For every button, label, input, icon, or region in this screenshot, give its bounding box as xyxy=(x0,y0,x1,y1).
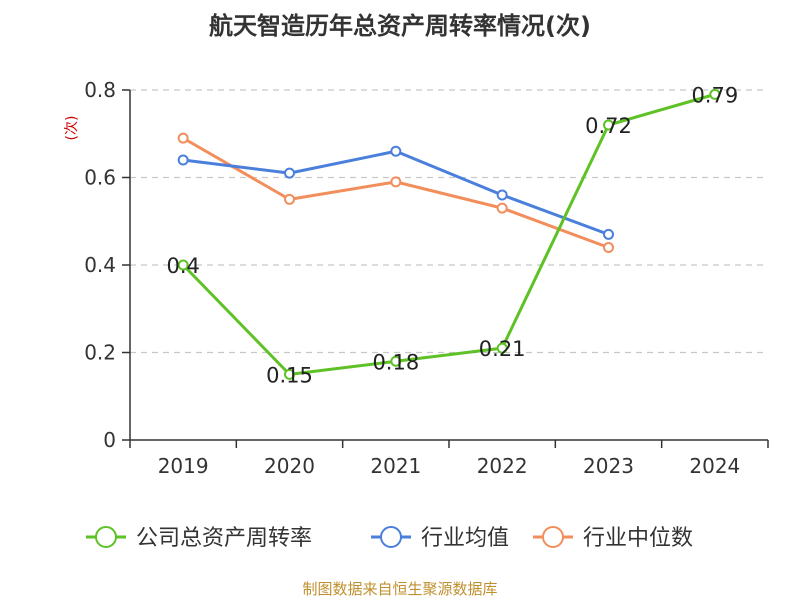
legend-label: 行业均值 xyxy=(421,526,509,551)
chart-title: 航天智造历年总资产周转率情况(次) xyxy=(209,12,591,40)
data-labels: 0.4 0.15 0.18 0.21 0.72 0.79 xyxy=(166,83,738,387)
legend: 公司总资产周转率 行业均值 行业中位数 xyxy=(86,526,693,551)
x-tick-label: 2022 xyxy=(477,454,528,478)
data-point xyxy=(284,368,295,380)
source-note: 制图数据来自恒生聚源数据库 xyxy=(302,580,498,598)
data-label: 0.79 xyxy=(691,83,738,107)
legend-item[interactable]: 行业均值 xyxy=(371,526,509,551)
data-point xyxy=(390,145,402,157)
x-tick-label: 2021 xyxy=(370,454,421,478)
data-point xyxy=(603,228,614,240)
data-point xyxy=(177,132,189,144)
legend-swatch-marker xyxy=(95,526,117,548)
data-label: 0.21 xyxy=(479,337,526,361)
x-tick-label: 2024 xyxy=(689,454,740,478)
axes: 0 0.2 0.4 0.6 0.8 2019 2020 2021 2022 2023 2024 xyxy=(84,78,769,478)
series-line xyxy=(182,149,610,236)
data-point xyxy=(390,176,402,188)
y-axis-unit: (次) xyxy=(64,116,80,141)
grid-lines xyxy=(130,89,768,354)
data-point xyxy=(709,88,721,100)
data-label: 0.15 xyxy=(266,363,313,387)
data-point xyxy=(603,119,614,131)
data-point xyxy=(177,154,189,166)
data-point xyxy=(284,167,295,179)
legend-item[interactable]: 行业中位数 xyxy=(533,526,693,551)
data-point xyxy=(496,202,508,214)
y-tick-label: 0.4 xyxy=(84,253,116,277)
legend-swatch-marker xyxy=(380,526,402,548)
data-point xyxy=(284,193,295,205)
data-label: 0.18 xyxy=(372,350,419,374)
x-tick-label: 2019 xyxy=(158,454,209,478)
x-tick-label: 2023 xyxy=(583,454,634,478)
legend-label: 公司总资产周转率 xyxy=(136,526,312,551)
x-tick-label: 2020 xyxy=(264,454,315,478)
data-point xyxy=(496,342,508,354)
series-lines xyxy=(177,88,721,380)
data-label: 0.72 xyxy=(585,114,632,138)
series-line xyxy=(182,92,716,376)
y-tick-label: 0.2 xyxy=(84,341,116,365)
data-point xyxy=(177,259,189,271)
y-tick-label: 0 xyxy=(103,428,116,452)
y-tick-label: 0.8 xyxy=(84,78,116,102)
legend-label: 行业中位数 xyxy=(583,526,693,551)
data-label: 0.4 xyxy=(166,254,199,278)
legend-item[interactable]: 公司总资产周转率 xyxy=(86,526,312,551)
data-point xyxy=(603,242,614,253)
data-point xyxy=(496,189,508,201)
legend-swatch-marker xyxy=(542,526,564,548)
data-point xyxy=(390,355,402,367)
y-tick-label: 0.6 xyxy=(84,166,116,190)
